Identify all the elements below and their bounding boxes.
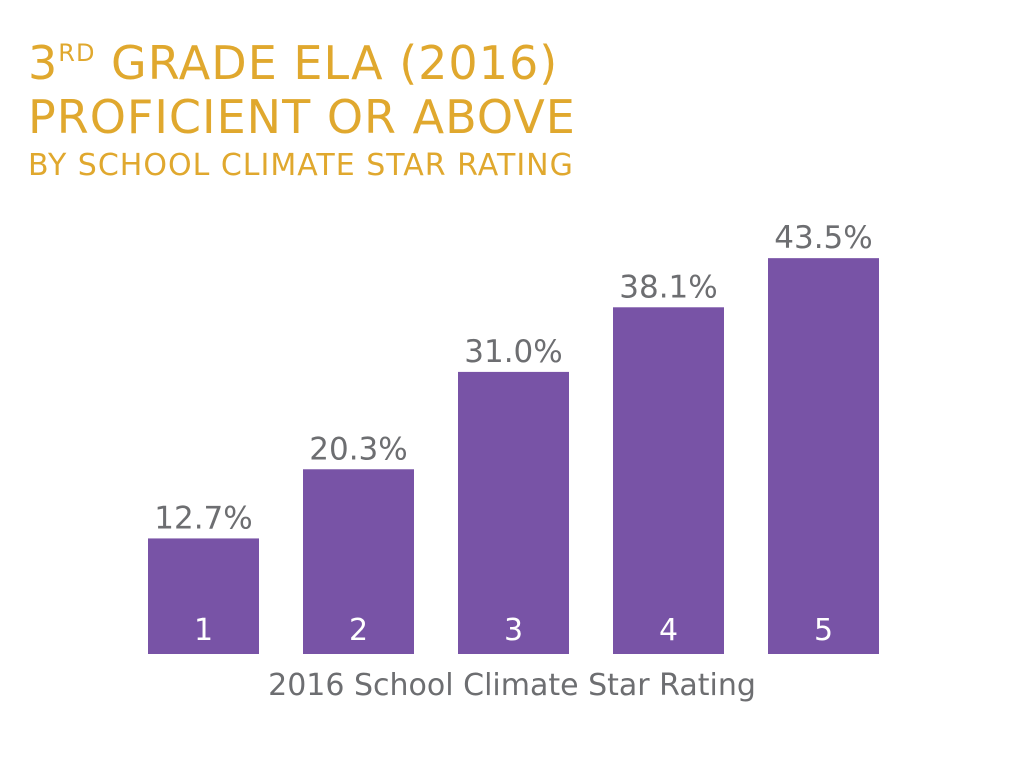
bar-1 <box>148 538 259 654</box>
title-line-1-number: 3 <box>28 36 59 90</box>
value-label-4: 38.1% <box>619 269 717 305</box>
x-axis-label: 2016 School Climate Star Rating <box>268 668 756 703</box>
category-label-4: 4 <box>659 613 678 648</box>
category-label-1: 1 <box>194 613 213 648</box>
title-line-1-superscript: RD <box>58 39 96 67</box>
title-line-3: BY SCHOOL CLIMATE STAR RATING <box>28 148 574 183</box>
title-line-2: PROFICIENT OR ABOVE <box>28 90 576 144</box>
value-label-1: 12.7% <box>154 500 252 536</box>
title-line-1-text: GRADE ELA (2016) <box>95 36 559 90</box>
bar-3 <box>458 371 569 654</box>
chart-title: 3RD GRADE ELA (2016) PROFICIENT OR ABOVE… <box>28 36 576 186</box>
bar-5 <box>768 258 879 654</box>
category-label-3: 3 <box>504 613 523 648</box>
value-label-2: 20.3% <box>309 431 407 467</box>
category-label-2: 2 <box>349 613 368 648</box>
value-label-3: 31.0% <box>464 334 562 370</box>
category-label-5: 5 <box>814 613 833 648</box>
title-line-1: 3RD GRADE ELA (2016) <box>28 36 576 90</box>
value-label-5: 43.5% <box>774 220 872 256</box>
bar-4 <box>613 307 724 654</box>
bar-2 <box>303 469 414 654</box>
